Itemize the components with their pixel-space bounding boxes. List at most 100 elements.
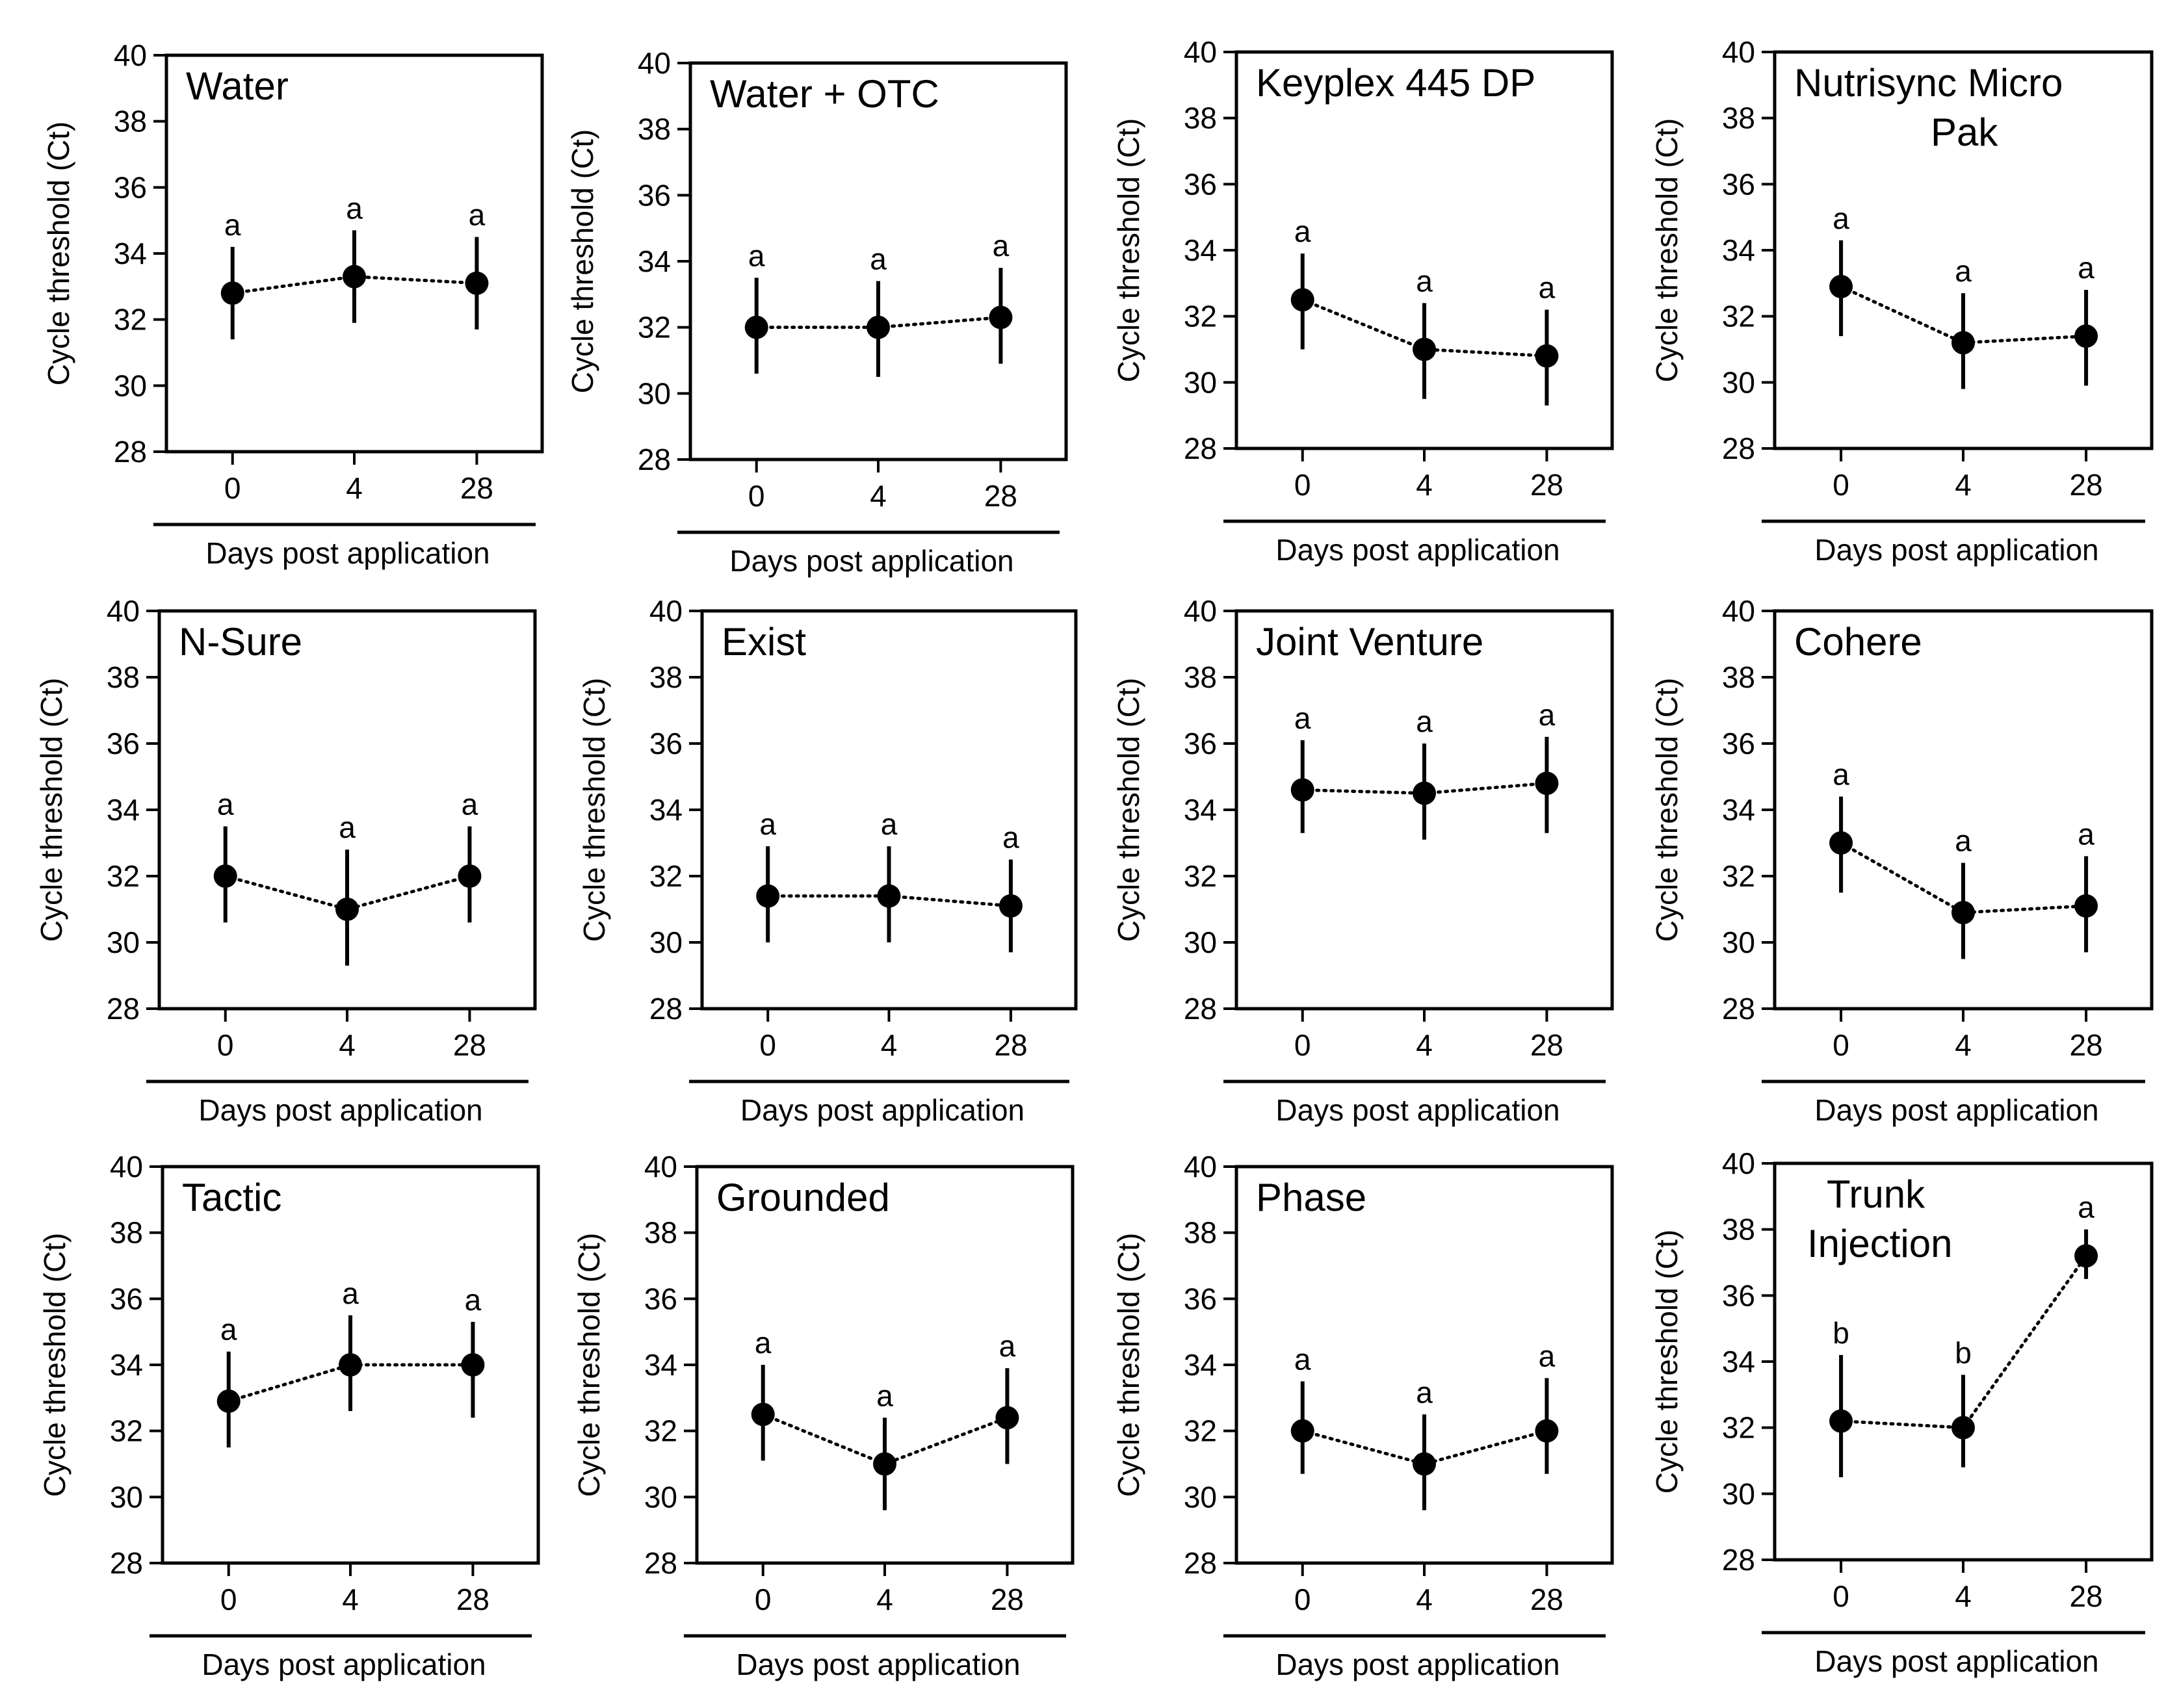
y-tick-label: 30	[1722, 1477, 1755, 1510]
y-tick-label: 32	[1722, 1411, 1755, 1445]
y-tick-label: 40	[649, 594, 683, 628]
significance-label: a	[220, 1313, 237, 1347]
x-tick-label: 4	[881, 1028, 898, 1062]
panel-2: 28 30 32 34 36 38 40 Cycle threshold (Ct) 0 4 28 Da…	[1112, 35, 1614, 567]
significance-label: b	[1955, 1336, 1972, 1369]
y-tick-label: 34	[110, 1348, 143, 1382]
data-point	[1829, 274, 1853, 298]
x-axis-label: Days post application	[1814, 1644, 2098, 1678]
data-point	[1535, 1419, 1559, 1443]
y-tick-label: 30	[1184, 1480, 1217, 1514]
y-axis-label: Cycle threshold (Ct)	[42, 122, 75, 385]
x-tick-label: 28	[456, 1583, 489, 1616]
significance-label: a	[462, 788, 478, 822]
panel-10: 28 30 32 34 36 38 40 Cycle threshold (Ct) 0 4 28 Da…	[1112, 1150, 1614, 1681]
x-tick-label: 28	[2069, 1579, 2102, 1613]
x-tick-label: 0	[1294, 1583, 1311, 1616]
x-tick-label: 4	[1955, 1579, 1972, 1613]
panel-title: Trunk	[1827, 1172, 1925, 1216]
x-axis-label: Days post application	[1814, 1093, 2098, 1127]
significance-label: a	[876, 1378, 893, 1412]
y-tick-label: 34	[638, 244, 671, 278]
significance-label: a	[1833, 758, 1849, 792]
x-axis-label: Days post application	[1275, 1093, 1559, 1127]
y-tick-label: 34	[1722, 233, 1755, 267]
data-point	[998, 894, 1023, 918]
y-tick-label: 30	[1722, 365, 1755, 399]
significance-label: a	[759, 807, 776, 841]
significance-label: a	[224, 208, 241, 242]
panel-5: 28 30 32 34 36 38 40 Cycle threshold (Ct) 0 4 28 Da…	[577, 594, 1078, 1127]
y-axis-label: Cycle threshold (Ct)	[1112, 1233, 1145, 1497]
data-point	[220, 281, 244, 305]
data-point	[1290, 778, 1314, 802]
significance-label: b	[1833, 1316, 1849, 1350]
x-tick-label: 0	[224, 471, 241, 505]
y-tick-label: 34	[1184, 1348, 1217, 1382]
y-tick-label: 38	[107, 660, 140, 694]
x-axis-label: Days post application	[1275, 1648, 1559, 1681]
y-tick-label: 40	[1722, 594, 1755, 628]
x-axis-label: Days post application	[729, 544, 1013, 578]
series-line	[1301, 1429, 1548, 1466]
data-point	[461, 1353, 485, 1377]
y-tick-label: 38	[1722, 1213, 1755, 1247]
data-point	[756, 884, 780, 908]
y-tick-label: 32	[107, 859, 140, 893]
data-point	[1829, 1409, 1853, 1433]
y-tick-label: 38	[1184, 101, 1217, 135]
y-tick-label: 40	[1184, 594, 1217, 628]
x-axis-label: Days post application	[736, 1648, 1020, 1681]
y-axis-label: Cycle threshold (Ct)	[577, 678, 611, 942]
y-tick-label: 32	[114, 303, 147, 337]
significance-label: a	[2078, 1191, 2094, 1224]
panel-title: Pak	[1931, 110, 1998, 154]
data-point	[867, 315, 890, 339]
x-tick-label: 28	[460, 471, 493, 505]
panel-0: 28 30 32 34 36 38 40 Cycle threshold (Ct) 0 4 28 Da…	[42, 38, 544, 570]
data-point	[2074, 894, 2098, 918]
data-point	[989, 305, 1013, 330]
significance-label: a	[1294, 214, 1311, 248]
x-axis-label: Days post application	[205, 536, 489, 570]
y-tick-label: 36	[1722, 1278, 1755, 1312]
y-tick-label: 34	[649, 793, 683, 827]
y-axis-label: Cycle threshold (Ct)	[1112, 118, 1145, 382]
x-tick-label: 4	[346, 471, 363, 505]
panel-title: Water	[186, 64, 289, 108]
y-tick-label: 28	[1184, 1546, 1217, 1580]
panel-3: 28 30 32 34 36 38 40 Cycle threshold (Ct) 0 4 28 Da…	[1650, 35, 2154, 567]
y-tick-label: 30	[110, 1480, 143, 1514]
panel-title: Tactic	[182, 1176, 281, 1219]
panel-title: Injection	[1807, 1222, 1952, 1265]
panel-title: Phase	[1256, 1176, 1366, 1219]
y-tick-label: 38	[1184, 1216, 1217, 1250]
data-point	[1413, 781, 1436, 805]
y-tick-label: 34	[1184, 793, 1217, 827]
x-tick-label: 0	[217, 1028, 234, 1062]
x-axis-label: Days post application	[740, 1093, 1024, 1127]
data-point	[213, 864, 237, 888]
y-tick-label: 28	[644, 1546, 677, 1580]
panel-title: Exist	[722, 620, 806, 664]
panel-4: 28 30 32 34 36 38 40 Cycle threshold (Ct) 0 4 28 Da…	[34, 594, 537, 1127]
x-tick-label: 0	[1833, 1579, 1849, 1613]
x-tick-label: 28	[984, 479, 1017, 513]
y-tick-label: 32	[1184, 1414, 1217, 1448]
data-point	[751, 1403, 775, 1427]
panel-8: 28 30 32 34 36 38 40 Cycle threshold (Ct) 0 4 28 Da…	[38, 1150, 540, 1681]
panel-title: Water + OTC	[710, 72, 939, 116]
significance-label: a	[342, 1276, 359, 1310]
data-point	[2074, 324, 2098, 348]
panel-title: N-Sure	[179, 620, 302, 664]
y-tick-label: 28	[110, 1546, 143, 1580]
x-tick-label: 4	[870, 479, 887, 513]
y-axis-label: Cycle threshold (Ct)	[34, 678, 68, 942]
data-point	[744, 315, 768, 339]
significance-label: a	[2078, 251, 2094, 285]
panel-title: Nutrisync Micro	[1794, 61, 2063, 105]
y-tick-label: 28	[1722, 1543, 1755, 1577]
data-point	[1535, 344, 1559, 368]
data-point	[216, 1389, 241, 1413]
x-tick-label: 0	[748, 479, 765, 513]
